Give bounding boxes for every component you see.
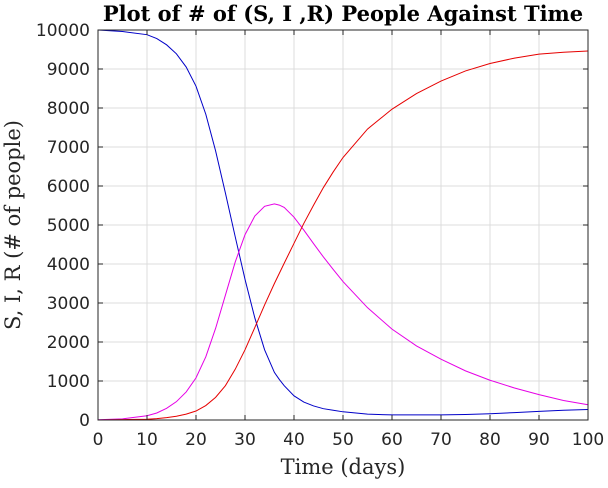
y-tick-labels: 0 1000 2000 3000 4000 5000 6000 7000 8000 9000 100…: [36, 21, 90, 431]
y-tick-label: 7000: [47, 138, 90, 158]
series-lines: [97, 29, 589, 421]
y-tick-label: 10000: [36, 21, 90, 41]
y-tick-label: 6000: [47, 177, 90, 197]
x-tick-label: 40: [283, 430, 305, 450]
x-tick-label: 80: [479, 430, 501, 450]
y-tick-label: 0: [79, 411, 90, 431]
x-tick-label: 20: [185, 430, 207, 450]
grid-lines: [98, 30, 588, 420]
x-tick-label: 10: [136, 430, 158, 450]
y-axis-label: S, I, R (# of people): [1, 120, 25, 330]
y-tick-label: 2000: [47, 333, 90, 353]
y-tick-label: 5000: [47, 216, 90, 236]
y-tick-label: 3000: [47, 294, 90, 314]
y-tick-label: 4000: [47, 255, 90, 275]
series-line-0: [97, 29, 589, 416]
tick-marks: [97, 29, 589, 421]
series-line-2: [97, 50, 589, 421]
x-tick-label: 90: [528, 430, 550, 450]
x-tick-label: 30: [234, 430, 256, 450]
x-tick-label: 50: [332, 430, 354, 450]
x-axis-label: Time (days): [281, 455, 406, 479]
y-tick-label: 9000: [47, 60, 90, 80]
x-tick-label: 0: [93, 430, 104, 450]
x-tick-label: 100: [572, 430, 604, 450]
x-tick-label: 60: [381, 430, 403, 450]
x-tick-labels: 0 10 20 30 40 50 60 70 80 90 100: [93, 430, 605, 450]
y-tick-label: 1000: [47, 372, 90, 392]
y-tick-label: 8000: [47, 99, 90, 119]
series-line-1: [97, 203, 589, 421]
chart-title: Plot of # of (S, I ,R) People Against Ti…: [103, 1, 583, 26]
x-tick-label: 70: [430, 430, 452, 450]
